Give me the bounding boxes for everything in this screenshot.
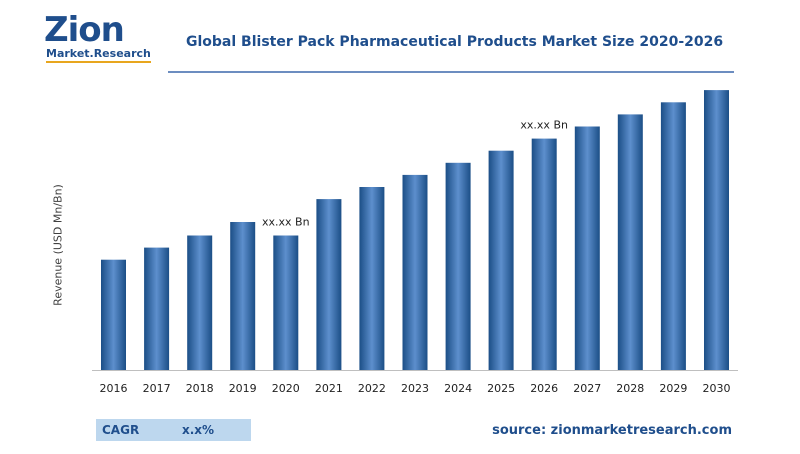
x-tick-2020: 2020: [272, 382, 300, 395]
x-tick-2023: 2023: [401, 382, 429, 395]
bar-2030: [704, 90, 729, 370]
bar-2018: [187, 235, 213, 370]
bar-2021: [316, 199, 342, 370]
bar-2019: [230, 222, 256, 370]
bar-2029: [660, 102, 686, 371]
bar-2022: [359, 187, 385, 370]
bar-2025: [488, 150, 514, 370]
bar-2026: [531, 138, 557, 370]
zion-logo: Zion Market.Research: [44, 10, 154, 63]
bar-2027: [574, 126, 600, 370]
x-tick-2024: 2024: [444, 382, 472, 395]
x-tick-2025: 2025: [487, 382, 515, 395]
x-tick-2016: 2016: [100, 382, 128, 395]
data-label-2026: xx.xx Bn: [520, 119, 568, 132]
x-tick-2017: 2017: [143, 382, 171, 395]
bar-2023: [402, 174, 428, 370]
logo-wordmark: Zion: [44, 10, 125, 50]
cagr-label: CAGR: [102, 423, 140, 437]
x-tick-2030: 2030: [703, 382, 731, 395]
source-text: source: zionmarketresearch.com: [492, 423, 732, 438]
cagr-value: x.x%: [182, 423, 215, 437]
x-tick-2029: 2029: [659, 382, 687, 395]
x-tick-2027: 2027: [573, 382, 601, 395]
chart-title: Global Blister Pack Pharmaceutical Produ…: [186, 34, 724, 50]
bar-2016: [101, 259, 126, 370]
cagr-box: CAGR x.x%: [96, 419, 251, 441]
title-divider: [168, 71, 734, 73]
x-tick-2022: 2022: [358, 382, 386, 395]
bar-2017: [144, 247, 170, 370]
x-tick-2021: 2021: [315, 382, 343, 395]
bar-2028: [617, 114, 643, 371]
bar-2020: [273, 235, 299, 370]
logo-subtitle: Market.Research: [46, 47, 151, 63]
x-tick-2028: 2028: [616, 382, 644, 395]
x-tick-2018: 2018: [186, 382, 214, 395]
x-tick-2026: 2026: [530, 382, 558, 395]
data-label-2020: xx.xx Bn: [262, 216, 310, 229]
bar-2024: [445, 162, 471, 370]
x-tick-2019: 2019: [229, 382, 257, 395]
